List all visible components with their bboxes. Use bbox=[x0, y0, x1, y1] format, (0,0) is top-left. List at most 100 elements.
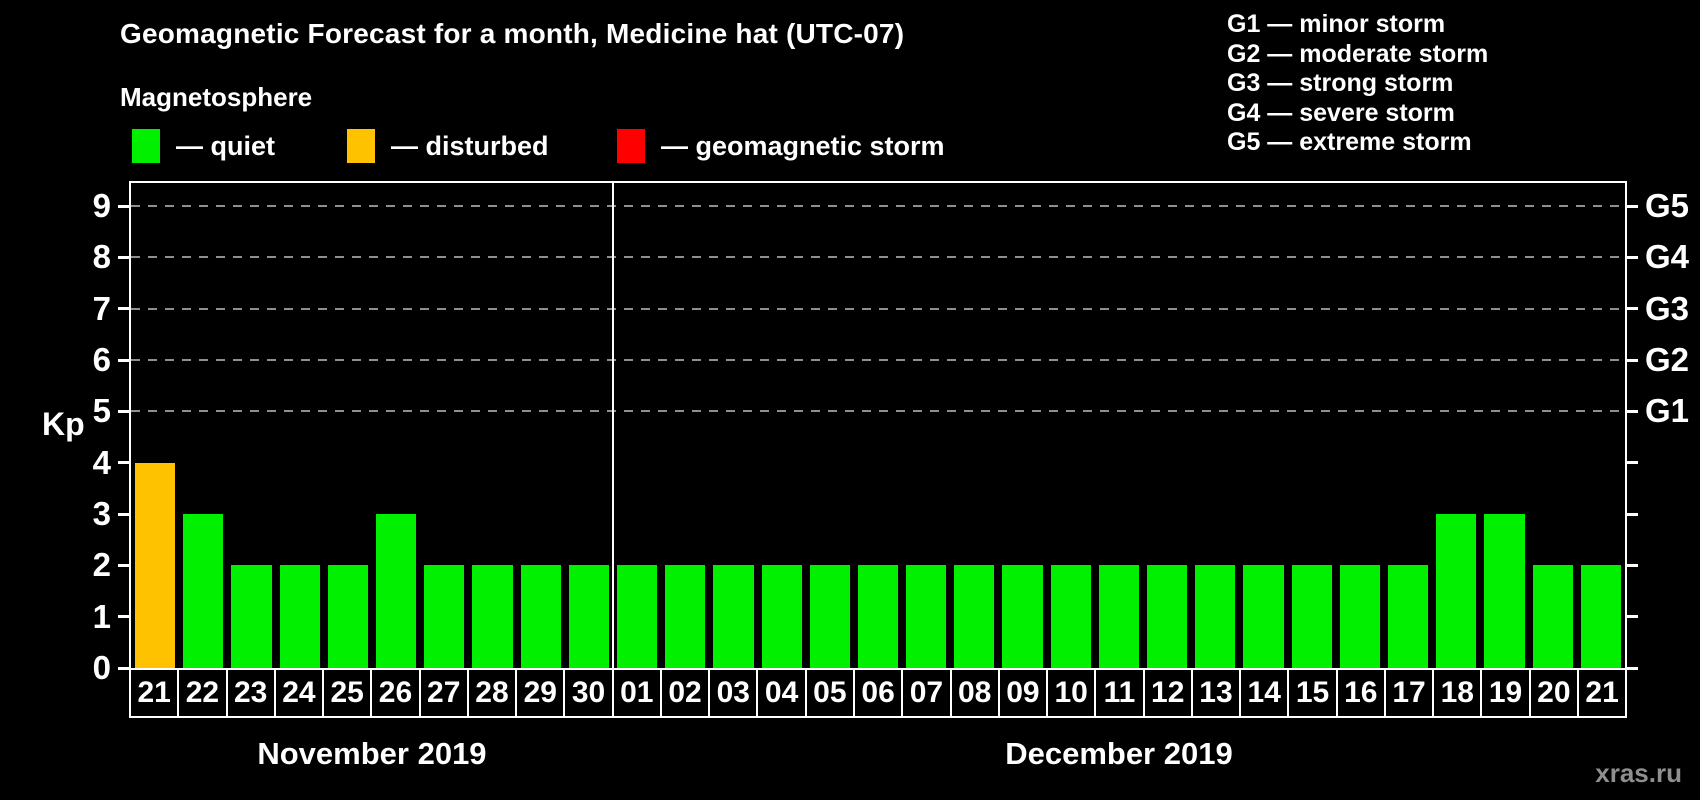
date-cell-4: 25 bbox=[324, 670, 373, 716]
kp-bar-day-02 bbox=[665, 565, 706, 668]
date-cell-20: 11 bbox=[1096, 670, 1145, 716]
kp-bar-day-14 bbox=[1243, 565, 1284, 668]
g-legend-line-2: G2 — moderate storm bbox=[1227, 39, 1489, 68]
date-cell-16: 07 bbox=[903, 670, 952, 716]
kp-bar-day-05 bbox=[809, 565, 850, 668]
date-cell-9: 30 bbox=[565, 670, 614, 716]
chart-title: Geomagnetic Forecast for a month, Medici… bbox=[120, 18, 905, 49]
y-tick-1 bbox=[118, 615, 129, 619]
g-tick-9 bbox=[1627, 204, 1638, 208]
date-cell-5: 26 bbox=[372, 670, 421, 716]
g-tick-2 bbox=[1627, 563, 1638, 567]
y-tick-4 bbox=[118, 461, 129, 465]
date-cell-0: 21 bbox=[131, 670, 180, 716]
kp-bar-day-16 bbox=[1339, 565, 1381, 668]
y-tick-label-9: 9 bbox=[92, 187, 111, 225]
quiet-swatch-icon bbox=[132, 129, 160, 163]
g-axis-label-G3: G3 bbox=[1645, 289, 1690, 327]
legend-label-quiet: — quiet bbox=[176, 130, 275, 161]
y-tick-label-5: 5 bbox=[92, 392, 111, 430]
date-cell-13: 04 bbox=[758, 670, 807, 716]
g-tick-4 bbox=[1627, 461, 1638, 465]
date-cell-15: 06 bbox=[855, 670, 904, 716]
date-cell-19: 10 bbox=[1048, 670, 1097, 716]
kp-bar-day-27 bbox=[424, 565, 465, 668]
g-tick-7 bbox=[1627, 307, 1638, 311]
y-tick-3 bbox=[118, 512, 129, 516]
g-legend-line-5: G5 — extreme storm bbox=[1227, 128, 1472, 156]
month-label-2: December 2019 bbox=[1005, 736, 1233, 771]
y-tick-0 bbox=[118, 666, 129, 670]
gridline-kp9 bbox=[131, 205, 1625, 208]
date-cell-12: 03 bbox=[710, 670, 759, 716]
kp-bar-day-09 bbox=[1002, 565, 1043, 668]
disturbed-swatch-icon bbox=[347, 129, 375, 163]
gridline-kp5 bbox=[131, 410, 1625, 413]
kp-bar-day-26 bbox=[375, 514, 417, 668]
kp-bar-day-21 bbox=[135, 462, 176, 668]
date-cell-8: 29 bbox=[517, 670, 566, 716]
date-cell-26: 17 bbox=[1386, 670, 1435, 716]
magnetosphere-label: Magnetosphere bbox=[120, 82, 313, 112]
kp-bar-day-20 bbox=[1532, 565, 1573, 668]
y-tick-label-7: 7 bbox=[92, 289, 111, 327]
legend-item-storm: — geomagnetic storm bbox=[617, 128, 945, 164]
g-tick-5 bbox=[1627, 409, 1638, 413]
y-tick-5 bbox=[118, 409, 129, 413]
g-legend-line-3: G3 — strong storm bbox=[1227, 69, 1454, 97]
g-legend-line-1: G1 — minor storm bbox=[1227, 10, 1446, 38]
y-tick-2 bbox=[118, 563, 129, 567]
gridline-kp8 bbox=[131, 256, 1625, 259]
date-cell-25: 16 bbox=[1338, 670, 1386, 716]
g-axis-label-G2: G2 bbox=[1645, 341, 1690, 379]
kp-bar-day-11 bbox=[1098, 565, 1140, 668]
y-axis-title: Kp bbox=[42, 406, 85, 442]
date-cell-2: 23 bbox=[228, 670, 276, 716]
date-cell-6: 27 bbox=[421, 670, 469, 716]
kp-bar-day-30 bbox=[568, 565, 609, 668]
g-tick-0 bbox=[1627, 666, 1638, 670]
g-axis-label-G4: G4 bbox=[1645, 238, 1690, 276]
kp-bar-day-13 bbox=[1195, 565, 1236, 668]
g-axis-label-G1: G1 bbox=[1645, 392, 1690, 430]
g-tick-3 bbox=[1627, 512, 1638, 516]
kp-bar-day-19 bbox=[1484, 514, 1525, 668]
month-label-1: November 2019 bbox=[257, 736, 487, 771]
y-tick-label-0: 0 bbox=[92, 649, 111, 686]
kp-bar-day-04 bbox=[761, 565, 802, 668]
watermark: xras.ru bbox=[1595, 758, 1682, 788]
kp-bar-day-06 bbox=[857, 565, 899, 668]
g-tick-6 bbox=[1627, 358, 1638, 362]
kp-bar-day-23 bbox=[231, 565, 272, 668]
date-cell-23: 14 bbox=[1241, 670, 1290, 716]
kp-bar-day-29 bbox=[520, 565, 561, 668]
date-cell-18: 09 bbox=[1000, 670, 1049, 716]
kp-bar-day-03 bbox=[713, 565, 754, 668]
y-tick-label-3: 3 bbox=[92, 495, 111, 533]
g-legend-line-4: G4 — severe storm bbox=[1227, 98, 1455, 127]
y-tick-8 bbox=[118, 255, 129, 259]
legend-item-disturbed: — disturbed bbox=[347, 128, 549, 164]
legend-label-storm: — geomagnetic storm bbox=[661, 130, 945, 161]
kp-bar-day-07 bbox=[906, 565, 947, 668]
date-axis: 21 22 23 24 25 26 27 28 29 30 01 02 03 04 05 06 07 08 09 10… bbox=[129, 670, 1627, 718]
date-cell-10: 01 bbox=[614, 670, 662, 716]
y-tick-9 bbox=[118, 204, 129, 208]
date-cell-17: 08 bbox=[952, 670, 1000, 716]
month-divider bbox=[611, 183, 614, 668]
y-tick-label-4: 4 bbox=[92, 443, 111, 481]
date-cell-11: 02 bbox=[662, 670, 711, 716]
g-axis-label-G5: G5 bbox=[1645, 187, 1690, 225]
y-tick-label-2: 2 bbox=[92, 546, 111, 584]
date-cell-27: 18 bbox=[1434, 670, 1483, 716]
kp-bar-day-25 bbox=[327, 565, 368, 668]
y-tick-label-6: 6 bbox=[92, 341, 111, 379]
storm-swatch-icon bbox=[617, 129, 645, 163]
kp-bar-day-28 bbox=[472, 565, 513, 668]
kp-bar-day-21 bbox=[1580, 565, 1621, 668]
g-tick-8 bbox=[1627, 255, 1638, 259]
date-cell-14: 05 bbox=[807, 670, 855, 716]
status-legend: — quiet — disturbed — geomagnetic storm bbox=[132, 128, 1032, 168]
date-cell-7: 28 bbox=[469, 670, 518, 716]
